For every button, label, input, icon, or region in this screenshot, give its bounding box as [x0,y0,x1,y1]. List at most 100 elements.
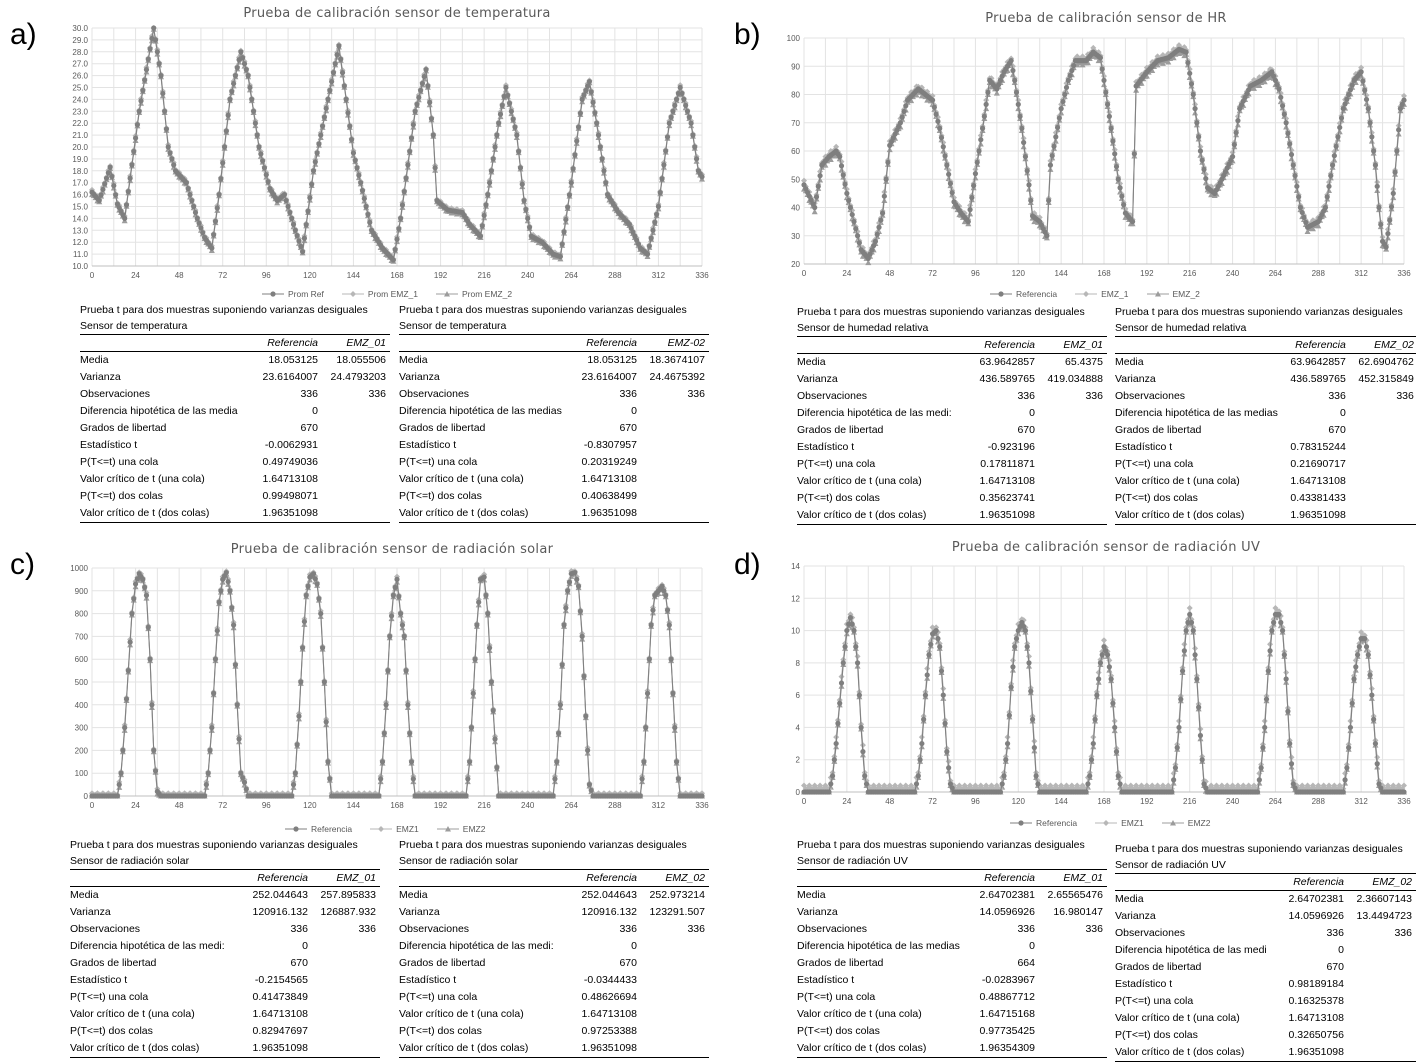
data-point [398,611,404,617]
table-row-label: Estadístico t [70,974,128,987]
data-point [885,159,891,165]
table-cell-value: 0.21690717 [1290,458,1346,471]
data-point [1117,180,1124,187]
data-point [946,171,952,177]
table-caption: Prueba t para dos muestras suponiendo va… [1115,843,1403,855]
table-row: P(T<=t) una cola 0.21690717 [1115,456,1416,473]
table-row: Varianza 436.589765 452.315849 [1115,371,1416,388]
data-point [594,120,600,126]
table-row-label: Valor crítico de t (dos colas) [399,1040,573,1058]
data-point [878,217,884,223]
data-point [699,790,705,797]
data-point [1008,58,1014,64]
table-row-label: Media [70,889,99,902]
legend-label: EMZ2 [1187,818,1211,828]
data-point [1112,151,1118,157]
data-point [290,782,297,788]
data-point [218,588,224,594]
y-tick-label: 13.0 [72,226,88,235]
data-point [1012,644,1018,650]
data-point [361,790,368,797]
data-point [514,132,520,138]
data-point [581,92,587,98]
data-point [606,790,613,797]
x-tick-label: 192 [1140,269,1154,278]
table-cell-value: 670 [1017,424,1035,437]
table-cell-value: 452.315849 [1358,373,1414,386]
data-point [999,781,1005,787]
data-point [488,679,495,685]
data-point [657,190,663,196]
data-point [1063,80,1070,87]
table-cell-value: 336 [619,388,637,401]
data-point [468,725,475,731]
table-row: Valor crítico de t (dos colas) 1.96351098 [399,1040,709,1058]
data-point [418,87,424,94]
chart-temperature: 10.011.012.013.014.015.016.017.018.019.0… [72,24,709,280]
data-point [216,192,222,198]
data-point [1121,202,1127,208]
data-point [921,716,927,722]
data-point [575,124,582,130]
data-point [120,747,126,753]
data-point [1171,777,1177,783]
data-point [260,158,266,164]
table-cell-value: 62.6904762 [1358,356,1414,369]
legend-label: Referencia [1016,289,1058,299]
legend-label: EMZ1 [1121,818,1144,828]
table-cell-value [1039,422,1107,439]
table-row: Estadístico t -0.0283967 [797,972,1107,989]
data-point [316,596,322,602]
y-tick-label: 900 [75,587,89,596]
data-point [258,151,264,157]
table-row-label: Valor crítico de t (una cola) [797,1008,922,1021]
table-row-label: Estadístico t [399,974,457,987]
data-point [327,776,333,782]
data-point [470,690,476,696]
data-point [1009,657,1016,664]
table-header-cell [797,869,971,887]
data-point [590,99,596,105]
data-point [212,218,219,224]
data-point [577,608,583,614]
x-tick-label: 144 [1054,269,1068,278]
data-point [1281,111,1287,117]
data-point [1278,94,1284,100]
table-row-label: Media [399,354,428,367]
table-cell-value: 436.589765 [979,373,1035,386]
table-cell-value: 670 [619,422,637,435]
data-point [299,249,306,255]
y-tick-label: 200 [75,746,89,755]
data-point [833,143,840,150]
data-point [163,126,170,132]
y-tick-label: 10.0 [72,262,88,271]
x-tick-label: 240 [1226,797,1240,806]
table-header-cell: Referencia [971,336,1039,354]
legend-label: EMZ_2 [1172,289,1200,299]
data-point [1199,757,1205,763]
table-cell-value: 0.17811871 [980,458,1035,471]
table-cell-value: 0.49749036 [262,456,318,469]
data-point [628,790,635,797]
table-row-label: Valor crítico de t (una cola) [70,1008,195,1021]
data-point [668,656,674,662]
table-caption: Prueba t para dos muestras suponiendo va… [80,304,368,316]
data-point [983,101,989,107]
data-point [928,641,934,647]
data-point [1362,636,1368,642]
table-header-cell: Referencia [254,334,322,352]
table-cell-value: 0.40638499 [581,490,637,503]
data-point [1028,688,1034,694]
table-row: Diferencia hipotética de las medi: 0 [70,938,380,955]
data-point [430,132,436,138]
table-row-label: P(T<=t) dos colas [80,490,163,503]
data-point [332,61,338,67]
data-point [407,148,413,155]
y-tick-label: 6 [796,691,801,700]
series-referencia [89,569,705,799]
table-header-cell: EMZ-02 [641,334,709,352]
data-point [472,656,478,662]
table-row-label: Varianza [80,371,121,384]
y-tick-label: 14 [791,562,800,571]
data-point [355,790,362,797]
